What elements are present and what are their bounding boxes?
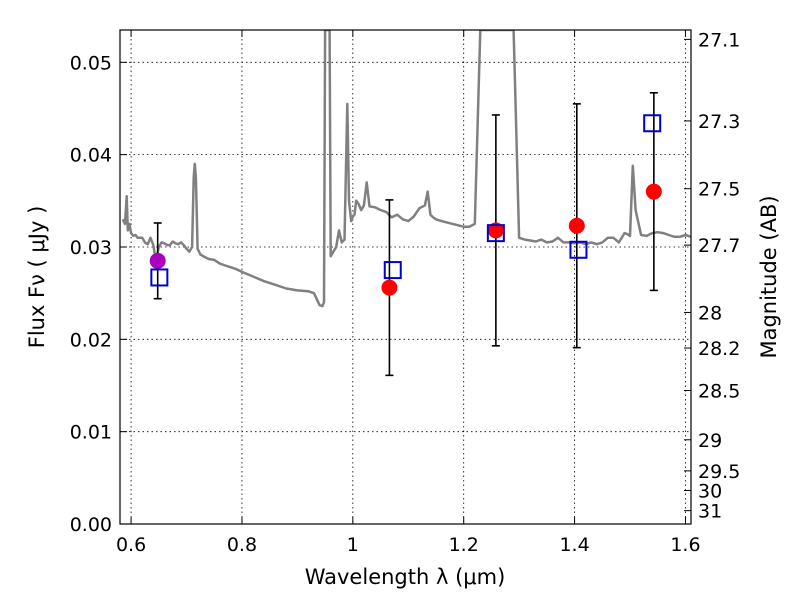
- y2-tick-label: 27.7: [698, 235, 740, 257]
- x-tick-label: 0.6: [116, 534, 146, 556]
- y-tick-label: 0.04: [70, 145, 112, 167]
- y2-tick-label: 27.5: [698, 179, 740, 201]
- x-tick-label: 1.2: [449, 534, 479, 556]
- y2-tick-label: 29.5: [698, 461, 740, 483]
- x-tick-label: 1: [347, 534, 359, 556]
- y2-tick-label: 28.5: [698, 381, 740, 403]
- plot-frame: [119, 29, 692, 525]
- series-layer: [121, 30, 691, 377]
- observed-flux-point: [381, 279, 398, 296]
- y-tick-label: 0.02: [70, 329, 112, 351]
- model-photometry-square: [150, 268, 169, 287]
- x-tick-label: 1.4: [559, 534, 589, 556]
- plot-background: [120, 30, 691, 524]
- x-tick-label: 0.8: [227, 534, 257, 556]
- observed-flux-point: [149, 252, 166, 269]
- y2-tick-label: 29: [698, 430, 722, 452]
- y2-tick-label: 27.3: [698, 111, 740, 133]
- x-axis-label: Wavelength λ (μm): [305, 565, 506, 589]
- y2-tick-label: 31: [698, 501, 722, 523]
- y2-tick-label: 27.1: [698, 29, 740, 51]
- observed-flux-point: [568, 217, 585, 234]
- y-tick-label: 0.01: [70, 422, 112, 444]
- ticks-layer: 0.6 0.8 1 1.2 1.4 1.6 0.00 0.01 0.02 0.03 0.04 0.05…: [70, 29, 741, 556]
- y2-axis-label: Magnitude (AB): [757, 195, 781, 358]
- y2-tick-label: 28: [698, 302, 722, 324]
- observed-flux-point: [645, 183, 662, 200]
- y2-tick-label: 28.2: [698, 338, 740, 360]
- y-tick-label: 0.00: [70, 514, 112, 536]
- model-photometry-square: [383, 261, 402, 280]
- y-axis-label: Flux Fν ( μJy ): [25, 206, 49, 349]
- model-photometry-square: [569, 240, 588, 259]
- model-photometry-square: [486, 224, 505, 243]
- model-photometry-square: [643, 114, 662, 133]
- y-tick-label: 0.05: [70, 52, 112, 74]
- y2-tick-label: 30: [698, 480, 722, 502]
- x-tick-label: 1.6: [670, 534, 700, 556]
- y-tick-label: 0.03: [70, 237, 112, 259]
